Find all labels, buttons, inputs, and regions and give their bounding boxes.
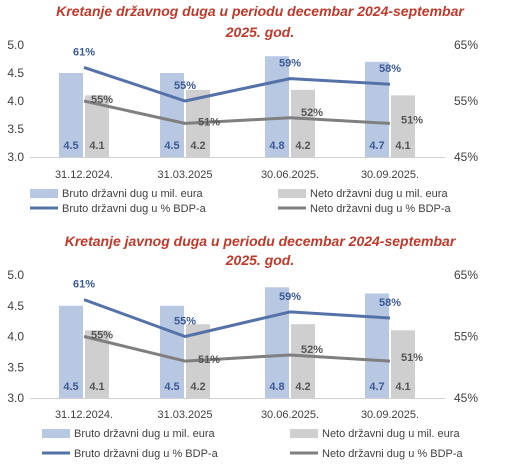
x-tick-label: 31.12.2024. — [55, 169, 113, 181]
line-neto-label: 51% — [198, 354, 220, 366]
legend-swatch-bar — [42, 429, 70, 438]
legend-label: Bruto državni dug u % BDP-a — [74, 448, 219, 460]
line-bruto-label: 58% — [379, 63, 401, 75]
bar-neto-label: 4.2 — [190, 140, 205, 152]
bar-neto — [291, 324, 315, 398]
line-neto-label: 51% — [401, 114, 423, 126]
line-bruto-label: 59% — [279, 58, 301, 70]
bar-bruto — [365, 293, 389, 398]
bar-bruto — [160, 305, 184, 398]
line-bruto-label: 61% — [73, 279, 95, 291]
legend-label: Neto državni dug u % BDP-a — [310, 203, 452, 215]
chart-title-line: 2025. god. — [225, 24, 294, 40]
bar-bruto-label: 4.8 — [269, 381, 284, 393]
bar-bruto-label: 4.8 — [269, 140, 284, 152]
bar-neto-label: 4.1 — [395, 381, 410, 393]
y-left-tick-label: 3.5 — [7, 360, 24, 374]
bar-bruto — [265, 56, 289, 158]
line-bruto-label: 58% — [379, 297, 401, 309]
bar-bruto-label: 4.7 — [369, 381, 384, 393]
bar-bruto — [265, 287, 289, 398]
bar-bruto-label: 4.5 — [164, 140, 179, 152]
bar-bruto-label: 4.5 — [63, 381, 78, 393]
bar-neto-label: 4.1 — [89, 140, 104, 152]
x-tick-label: 30.06.2025. — [261, 169, 319, 181]
legend-swatch-bar — [30, 189, 58, 198]
line-bruto-pct — [83, 298, 391, 338]
y-right-tick-label: 65% — [454, 38, 478, 52]
y-left-tick-label: 4.0 — [7, 330, 24, 344]
bar-neto-label: 4.2 — [295, 381, 310, 393]
legend-swatch-bar — [278, 189, 306, 198]
line-bruto-label: 55% — [174, 316, 196, 328]
line-bruto-label: 61% — [73, 46, 95, 58]
bar-neto — [291, 89, 315, 157]
y-left-tick-label: 4.0 — [7, 94, 24, 108]
y-right-tick-label: 55% — [454, 94, 478, 108]
y-left-tick-label: 5.0 — [7, 38, 24, 52]
y-left-tick-label: 3.5 — [7, 122, 24, 136]
legend-label: Bruto državni dug u % BDP-a — [62, 203, 207, 215]
x-tick-label: 31.03.2025 — [157, 409, 212, 421]
legend-label: Neto državni dug u % BDP-a — [322, 448, 464, 460]
bar-neto-label: 4.1 — [89, 381, 104, 393]
legend-swatch-bar — [290, 429, 318, 438]
legend-label: Bruto državni dug u mil. eura — [74, 428, 216, 440]
x-tick-label: 30.06.2025. — [261, 409, 319, 421]
y-left-tick-label: 5.0 — [7, 268, 24, 282]
chart-title-line: Kretanje državnog duga u periodu decemba… — [56, 3, 465, 19]
bar-neto-label: 4.2 — [295, 140, 310, 152]
bar-bruto — [59, 305, 83, 398]
line-bruto-pct — [83, 65, 391, 103]
bar-bruto-label: 4.5 — [63, 140, 78, 152]
line-neto-pct — [83, 99, 391, 125]
y-right-tick-label: 45% — [454, 391, 478, 405]
line-neto-label: 51% — [198, 116, 220, 128]
bar-bruto — [59, 73, 83, 157]
line-neto-label: 55% — [91, 330, 113, 342]
legend-label: Bruto državni dug u mil. eura — [62, 188, 204, 200]
bar-bruto — [160, 73, 184, 157]
y-right-tick-label: 65% — [454, 268, 478, 282]
bar-neto-label: 4.1 — [395, 140, 410, 152]
line-neto-label: 52% — [301, 107, 323, 119]
line-neto-pct — [83, 335, 391, 363]
bar-bruto-label: 4.7 — [369, 140, 384, 152]
chart-title-line: 2025. god. — [225, 252, 294, 268]
x-tick-label: 31.12.2024. — [55, 409, 113, 421]
y-left-tick-label: 3.0 — [7, 150, 24, 164]
x-tick-label: 30.09.2025. — [361, 169, 419, 181]
y-left-tick-label: 3.0 — [7, 391, 24, 405]
x-tick-label: 30.09.2025. — [361, 409, 419, 421]
legend-label: Neto državni dug u mil. eura — [310, 188, 448, 200]
y-left-tick-label: 4.5 — [7, 299, 24, 313]
line-bruto-label: 55% — [174, 80, 196, 92]
legend-label: Neto državni dug u mil. eura — [322, 428, 460, 440]
bar-neto — [391, 330, 415, 398]
chart-title-line: Kretanje javnog duga u periodu decembar … — [65, 233, 457, 249]
line-neto-label: 55% — [91, 94, 113, 106]
bar-bruto — [365, 61, 389, 157]
x-tick-label: 31.03.2025 — [157, 169, 212, 181]
line-neto-label: 52% — [301, 344, 323, 356]
y-left-tick-label: 4.5 — [7, 66, 24, 80]
y-right-tick-label: 45% — [454, 150, 478, 164]
line-bruto-label: 59% — [279, 291, 301, 303]
bar-neto-label: 4.2 — [190, 381, 205, 393]
bar-neto — [391, 95, 415, 157]
bar-bruto-label: 4.5 — [164, 381, 179, 393]
line-neto-label: 51% — [401, 352, 423, 364]
y-right-tick-label: 55% — [454, 330, 478, 344]
